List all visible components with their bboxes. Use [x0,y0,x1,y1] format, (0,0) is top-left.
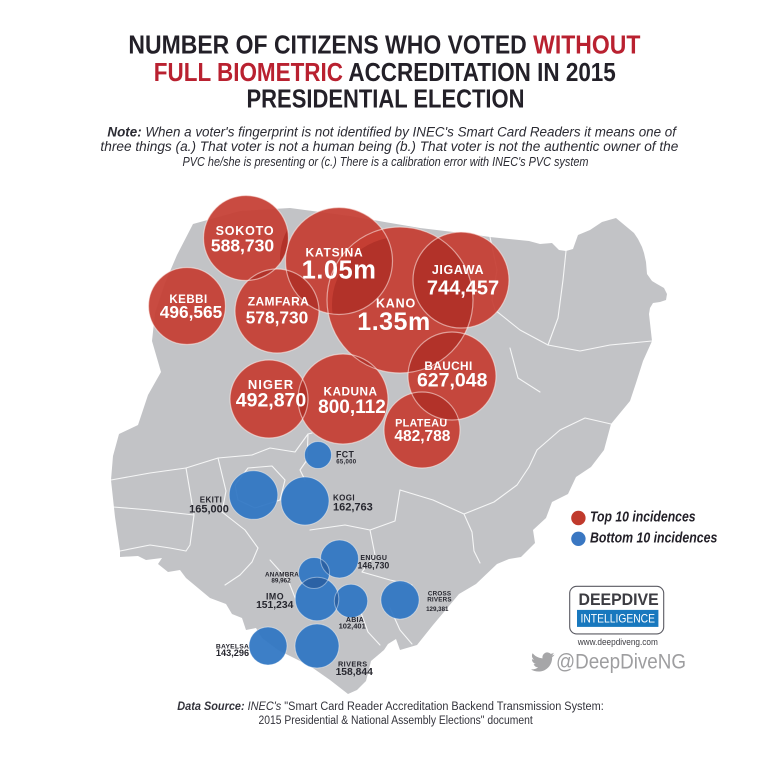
svg-text:1.05m: 1.05m [302,257,377,285]
svg-text:BAUCHI: BAUCHI [424,359,472,373]
svg-text:146,730: 146,730 [358,560,390,570]
svg-text:RIVERS: RIVERS [427,597,452,604]
svg-text:SOKOTO: SOKOTO [216,224,275,238]
svg-text:Bottom 10 incidences: Bottom 10 incidences [590,529,717,546]
svg-text:PRESIDENTIAL ELECTION: PRESIDENTIAL ELECTION [247,84,525,114]
svg-text:RIVERS: RIVERS [338,660,368,669]
svg-text:KEBBI: KEBBI [169,294,207,306]
svg-text:744,457: 744,457 [427,278,499,300]
svg-text:89,962: 89,962 [271,578,291,585]
svg-text:KOGI: KOGI [333,493,355,502]
svg-text:KATSINA: KATSINA [305,246,363,260]
svg-text:KADUNA: KADUNA [323,385,377,399]
svg-text:162,763: 162,763 [333,502,373,514]
svg-text:JIGAWA: JIGAWA [432,263,484,277]
svg-text:@DeepDiveNG: @DeepDiveNG [556,651,686,674]
svg-text:ENUGU: ENUGU [360,555,387,562]
svg-text:NUMBER OF CITIZENS WHO VOTED W: NUMBER OF CITIZENS WHO VOTED WITHOUT [128,30,640,60]
svg-text:IMO: IMO [266,591,284,601]
svg-text:three things (a.) That voter i: three things (a.) That voter is not a hu… [100,139,678,154]
svg-text:DEEPDIVE: DEEPDIVE [579,591,659,609]
svg-text:NIGER: NIGER [248,377,294,392]
svg-text:1.35m: 1.35m [357,308,430,336]
svg-text:FULL BIOMETRIC ACCREDITATION I: FULL BIOMETRIC ACCREDITATION IN 2015 [154,57,616,87]
svg-text:BAYELSA: BAYELSA [216,643,249,650]
svg-text:800,112: 800,112 [318,397,386,418]
svg-text:2015 Presidential & National A: 2015 Presidential & National Assembly El… [259,715,534,727]
svg-text:FCT: FCT [336,450,355,460]
svg-text:129,381: 129,381 [426,606,449,613]
svg-text:www.deepdiveng.com: www.deepdiveng.com [577,637,658,647]
svg-text:588,730: 588,730 [211,236,275,256]
svg-text:CROSS: CROSS [428,591,451,598]
svg-text:627,048: 627,048 [417,370,488,392]
svg-text:496,565: 496,565 [160,302,223,322]
svg-text:KANO: KANO [376,297,416,311]
svg-text:ZAMFARA: ZAMFARA [248,295,309,309]
svg-text:158,844: 158,844 [336,667,373,678]
svg-text:143,296: 143,296 [216,648,249,658]
svg-text:165,000: 165,000 [189,504,229,516]
svg-text:65,000: 65,000 [336,459,357,465]
svg-text:Data Source: INEC's "Smart Car: Data Source: INEC's "Smart Card Reader A… [177,701,604,713]
svg-text:492,870: 492,870 [236,390,307,412]
svg-text:ANAMBRA: ANAMBRA [265,572,299,579]
svg-text:482,788: 482,788 [394,428,450,445]
svg-text:Note: When a voter's fingerpri: Note: When a voter's fingerprint is not … [107,124,677,139]
svg-text:EKITI: EKITI [200,496,222,505]
svg-text:ABIA: ABIA [346,617,364,624]
svg-text:Top 10 incidences: Top 10 incidences [590,509,696,526]
svg-text:102,401: 102,401 [339,621,366,630]
svg-text:151,234: 151,234 [256,600,293,611]
svg-text:PLATEAU: PLATEAU [395,418,447,430]
svg-text:INTELLIGENCE: INTELLIGENCE [581,612,656,626]
svg-text:578,730: 578,730 [246,308,308,328]
svg-text:PVC he/she is presenting or (c: PVC he/she is presenting or (c.) There i… [183,154,589,169]
